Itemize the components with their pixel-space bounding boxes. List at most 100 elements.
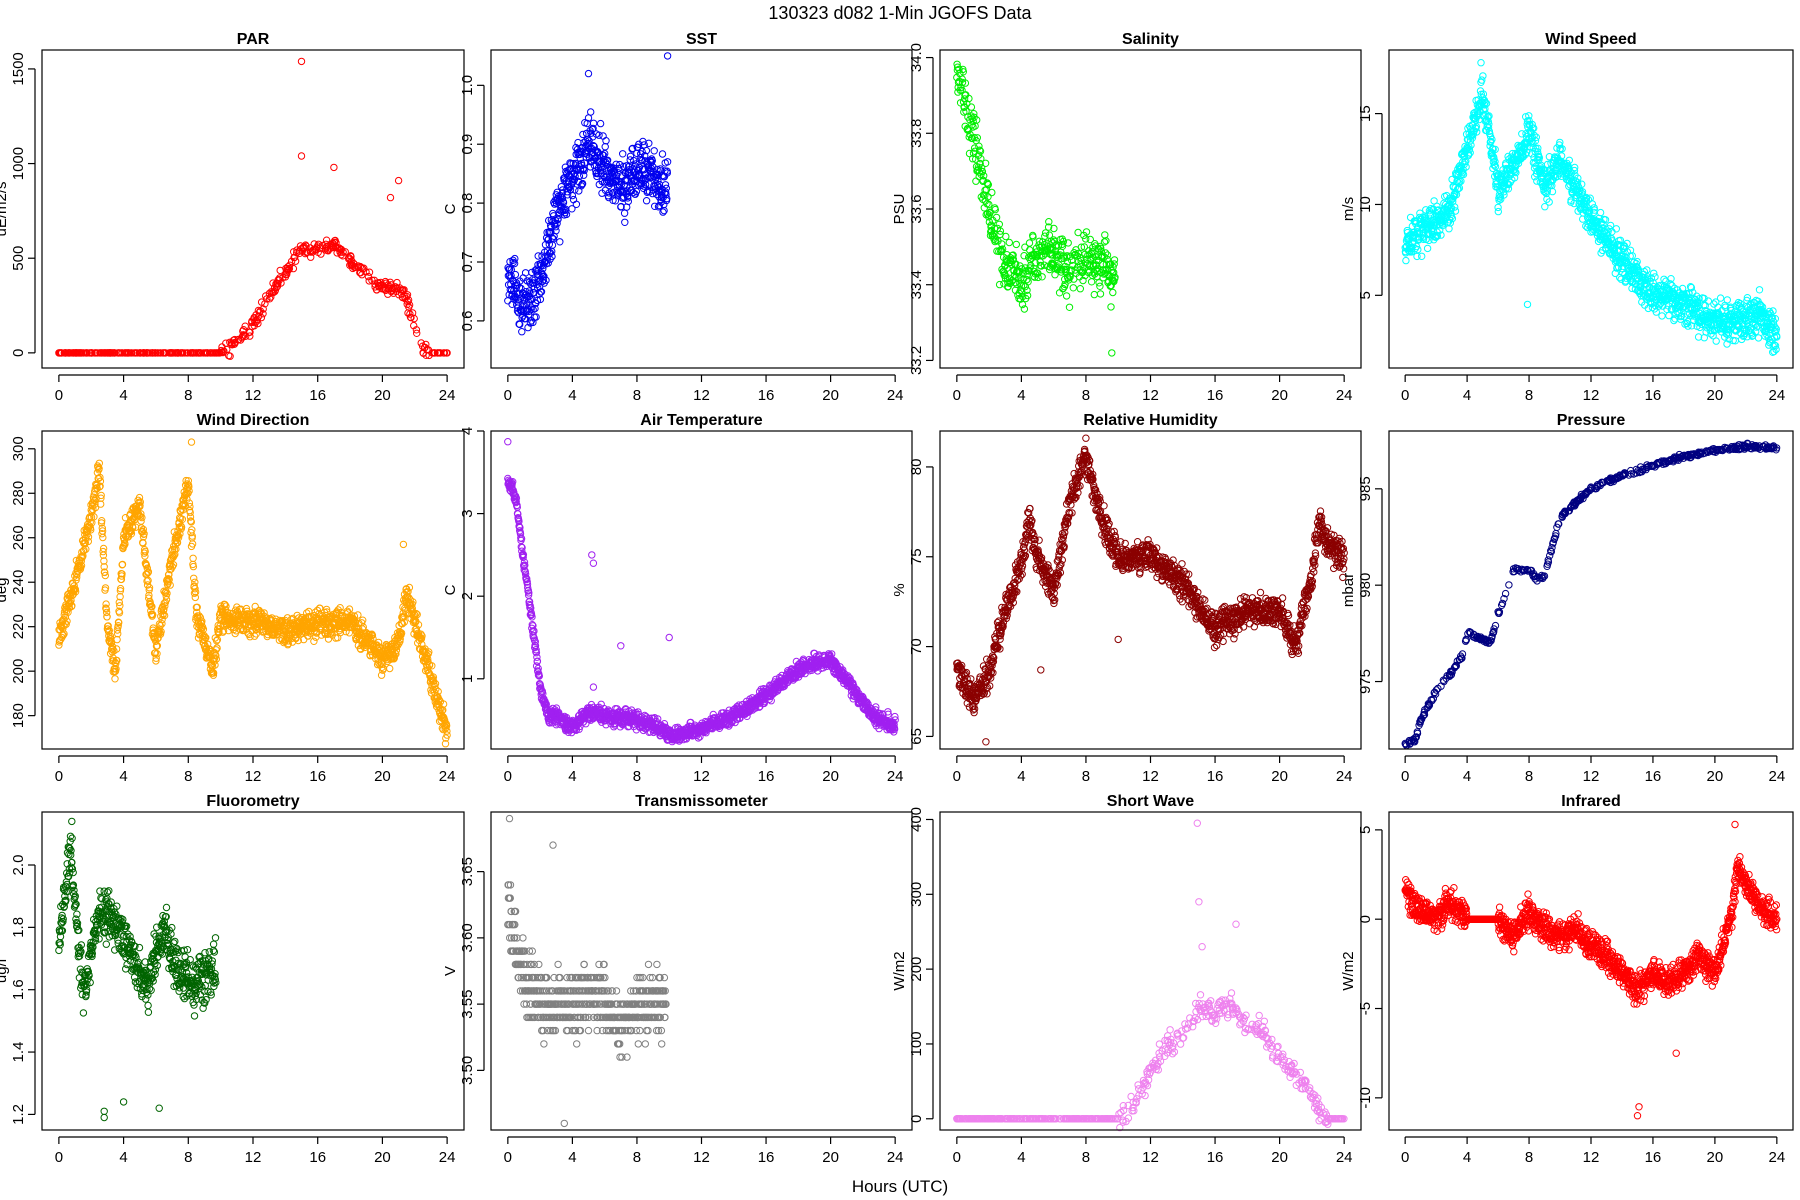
data-point [580, 166, 588, 175]
data-point [314, 240, 323, 249]
data-point [534, 252, 542, 260]
x-tick-label: 24 [1336, 387, 1353, 404]
x-tick-label: 20 [1271, 387, 1288, 404]
data-point [590, 142, 598, 151]
data-point [187, 438, 196, 446]
data-point [407, 313, 415, 322]
y-tick-label: 1000 [10, 147, 27, 180]
data-point [587, 129, 595, 137]
data-point [589, 124, 597, 133]
data-point [276, 274, 284, 282]
data-point [533, 657, 542, 665]
data-point [533, 270, 541, 278]
data-point [545, 240, 553, 249]
plot-frame [41, 430, 465, 750]
data-point [1523, 300, 1532, 309]
data-point [537, 288, 546, 296]
data-point [1716, 294, 1725, 302]
y-tick-label: 1.0 [459, 75, 476, 96]
x-tick-label: 12 [1583, 387, 1600, 404]
data-point [569, 159, 577, 168]
data-point [1101, 231, 1109, 239]
data-point [1658, 312, 1666, 320]
data-point [297, 57, 306, 66]
data-point [558, 189, 566, 198]
data-point [620, 209, 629, 217]
data-point [189, 554, 197, 562]
data-point [322, 236, 331, 244]
data-point [179, 349, 187, 357]
x-tick-label: 8 [633, 387, 641, 404]
y-tick-label: 280 [10, 481, 27, 506]
data-point [113, 635, 121, 644]
data-point [595, 131, 603, 139]
data-point [403, 291, 412, 299]
data-point [587, 108, 595, 116]
data-point [1096, 290, 1105, 298]
y-axis-label: PSU [891, 194, 908, 225]
panel-title: Air Temperature [640, 412, 763, 429]
data-point [128, 349, 136, 357]
data-point [1065, 303, 1074, 311]
data-point [1660, 275, 1668, 283]
data-point [111, 349, 119, 357]
data-point [552, 227, 560, 235]
data-point [575, 172, 584, 181]
data-point [650, 147, 658, 155]
data-point [530, 289, 538, 297]
data-point [544, 236, 552, 244]
x-tick-label: 8 [1082, 387, 1090, 404]
data-point [259, 310, 267, 318]
data-point [568, 205, 576, 213]
data-point [559, 199, 568, 207]
data-point [1712, 337, 1720, 345]
data-point [285, 264, 294, 273]
plot-frame [41, 49, 465, 369]
data-point [531, 276, 539, 284]
x-tick-label: 12 [245, 387, 262, 404]
plot-frame [490, 49, 913, 369]
data-point [190, 574, 198, 582]
y-tick-label: 33.8 [908, 119, 925, 148]
data-point [601, 143, 609, 151]
x-tick-label: 8 [184, 768, 192, 785]
data-points [1401, 59, 1781, 356]
y-tick-label: 0 [10, 349, 27, 357]
data-point [1423, 244, 1432, 253]
data-point [596, 119, 605, 128]
data-point [516, 320, 524, 329]
data-point [542, 276, 550, 284]
y-tick-label: 260 [10, 525, 27, 550]
data-point [1090, 290, 1099, 299]
data-point [404, 296, 413, 304]
x-tick-label: 20 [374, 387, 391, 404]
data-point [266, 295, 274, 303]
data-point [1038, 273, 1046, 281]
x-tick-label: 12 [1142, 387, 1159, 404]
data-point [1087, 278, 1096, 286]
x-tick-label: 24 [439, 768, 456, 785]
x-tick-label: 16 [309, 387, 326, 404]
data-point [529, 318, 537, 327]
data-point [589, 142, 598, 150]
data-point [518, 328, 526, 336]
x-tick-label: 24 [887, 387, 904, 404]
data-point [114, 630, 122, 638]
data-point [1107, 303, 1115, 311]
data-point [1055, 289, 1064, 297]
data-point [1002, 232, 1010, 241]
panel-title: SST [686, 31, 717, 48]
x-tick-label: 4 [568, 387, 576, 404]
data-point [619, 150, 627, 158]
data-point [507, 286, 516, 295]
data-point [410, 314, 418, 323]
data-point [103, 613, 111, 621]
data-point [400, 286, 408, 294]
data-point [1494, 207, 1503, 216]
